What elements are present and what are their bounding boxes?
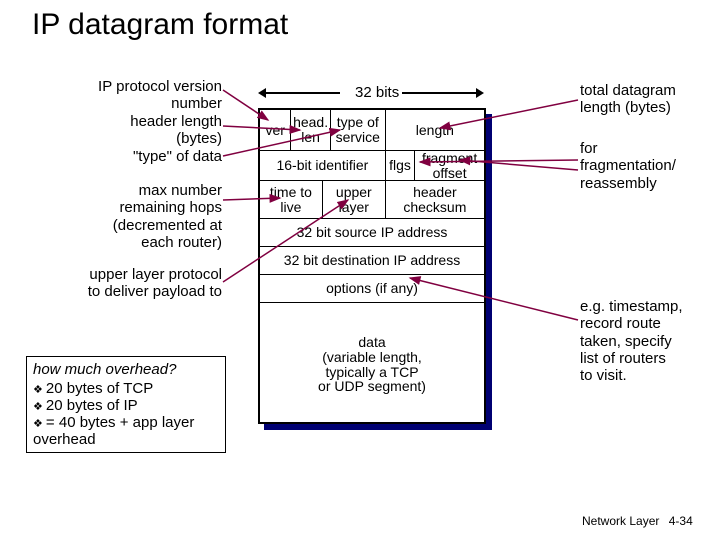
- overhead-item: 20 bytes of IP: [33, 397, 219, 414]
- right-annotation: e.g. timestamp,record routetaken, specif…: [580, 298, 683, 384]
- overhead-box: how much overhead? 20 bytes of TCP20 byt…: [26, 356, 226, 453]
- left-annotation: header length(bytes): [130, 113, 222, 148]
- overhead-item: = 40 bytes + app layer overhead: [33, 414, 219, 448]
- footer: Network Layer 4-34: [582, 514, 693, 528]
- footer-label: Network Layer: [582, 514, 659, 528]
- right-annotation: forfragmentation/reassembly: [580, 140, 676, 192]
- left-annotation: max numberremaining hops(decremented ate…: [113, 182, 222, 251]
- left-annotation: IP protocol versionnumber: [98, 78, 222, 113]
- footer-page: 4-34: [669, 514, 693, 528]
- overhead-title: how much overhead?: [33, 361, 219, 378]
- left-annotation: upper layer protocolto deliver payload t…: [88, 266, 222, 301]
- overhead-item: 20 bytes of TCP: [33, 380, 219, 397]
- right-annotation: total datagramlength (bytes): [580, 82, 676, 117]
- left-annotation: "type" of data: [133, 148, 222, 165]
